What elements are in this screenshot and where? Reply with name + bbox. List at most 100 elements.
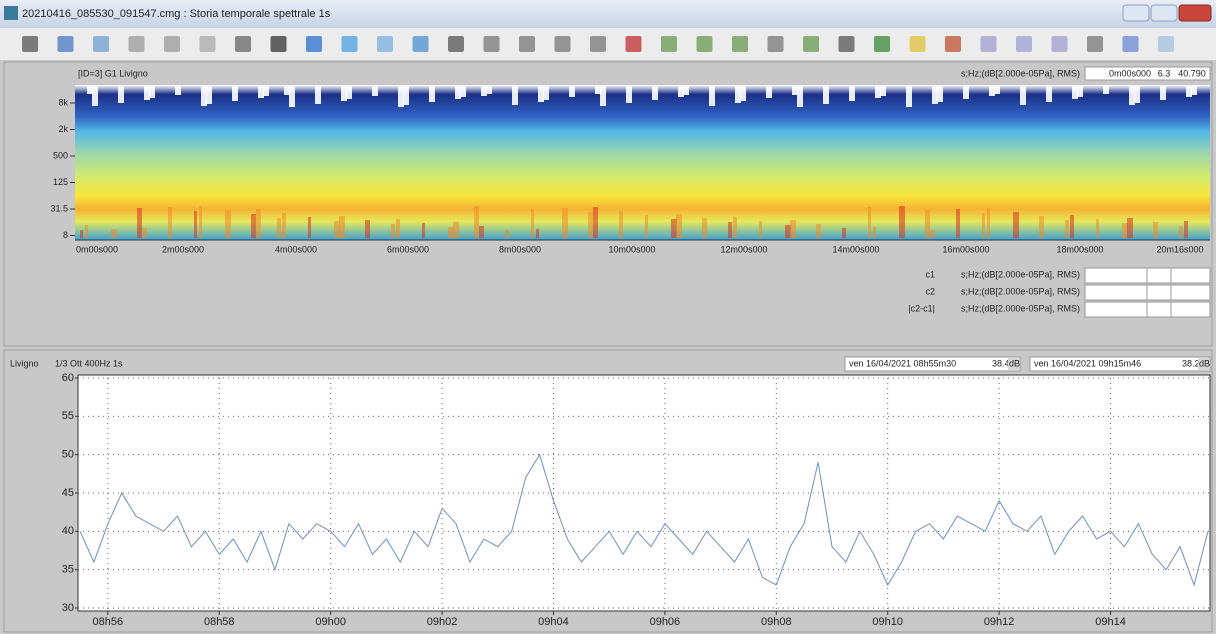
x-tick-label: 09h14	[1095, 616, 1126, 628]
toolbar-button[interactable]	[164, 36, 180, 52]
spectrogram-streak	[588, 212, 593, 238]
toolbar-button[interactable]	[803, 36, 819, 52]
spectrogram-streak	[168, 207, 172, 238]
spectrogram-streak	[1184, 221, 1188, 238]
toolbar-button[interactable]	[1016, 36, 1032, 52]
data-line	[79, 453, 1209, 587]
toolbar-button[interactable]	[1158, 36, 1174, 52]
readout-unit-bg	[1198, 358, 1209, 370]
spectrogram-streak	[925, 210, 930, 238]
maximize-button[interactable]	[1150, 4, 1178, 22]
spectrogram-streak	[80, 230, 83, 238]
toolbar-button[interactable]	[341, 36, 358, 52]
toolbar-button[interactable]	[1051, 36, 1068, 52]
toolbar-button[interactable]	[696, 36, 713, 52]
spectrogram-streak	[989, 86, 995, 96]
spectrogram-streak	[994, 86, 1000, 94]
toolbar-button[interactable]	[448, 36, 464, 52]
toolbar-button[interactable]	[57, 36, 74, 52]
cursor-name: c1	[925, 269, 935, 279]
spectrogram-streak	[339, 216, 345, 238]
toolbar-button[interactable]	[874, 36, 890, 52]
toolbar-button[interactable]	[412, 36, 429, 52]
toolbar-button[interactable]	[767, 36, 784, 52]
cursor-cell	[1146, 301, 1172, 318]
toolbar-button[interactable]	[980, 36, 997, 52]
toolbar-button[interactable]	[377, 36, 393, 52]
spectrogram-streak	[593, 207, 598, 238]
y-tick-label: 500	[53, 150, 68, 160]
cursor-cell	[1146, 267, 1172, 284]
spectrogram-streak	[403, 86, 409, 105]
spectrogram-streak	[1046, 86, 1052, 102]
toolbar-button[interactable]	[199, 36, 216, 52]
spectrogram-streak	[144, 86, 150, 100]
spectrogram-streak	[1129, 86, 1135, 105]
cursor-cell	[1084, 284, 1148, 301]
toolbar-button[interactable]	[519, 36, 535, 52]
toolbar-button[interactable]	[128, 36, 145, 52]
toolbar-button[interactable]	[625, 36, 642, 52]
toolbar-button[interactable]	[1122, 36, 1139, 52]
spectrogram-streak	[963, 86, 969, 99]
toolbar-button[interactable]	[270, 36, 287, 52]
spectrogram-streak	[536, 229, 539, 238]
spectrogram-streak	[683, 86, 689, 95]
spectrogram-streak	[849, 86, 855, 101]
spectrogram-streak	[619, 211, 623, 238]
toolbar-button[interactable]	[483, 36, 500, 52]
readout-time: ven 16/04/2021 08h55m30	[849, 358, 956, 368]
close-button[interactable]	[1178, 4, 1212, 22]
spectrogram-streak	[282, 213, 286, 238]
minimize-button[interactable]	[1122, 4, 1150, 22]
chart-subtitle: 1/3 Ott 400Hz 1s	[55, 358, 123, 368]
toolbar-button[interactable]	[1087, 36, 1103, 52]
spectrogram-streak	[365, 220, 370, 238]
spectrogram-streak	[873, 227, 876, 238]
spectrogram-streak	[702, 218, 707, 238]
readout-frequency: 6.3	[1158, 68, 1171, 78]
spectrogram-streak	[142, 228, 147, 238]
x-tick-label: 16m00s000	[942, 244, 989, 254]
spectrogram-streak	[277, 218, 281, 238]
spectrogram-streak	[232, 86, 238, 101]
readout-level: 40.790	[1178, 68, 1206, 78]
toolbar-button[interactable]	[306, 36, 322, 52]
toolbar-button[interactable]	[909, 36, 926, 52]
spectrogram-streak	[595, 86, 601, 94]
spectrogram-streak	[816, 224, 821, 238]
y-tick-label: 8k	[58, 97, 68, 107]
spectrogram-streak	[626, 86, 632, 103]
spectrogram-streak	[1160, 86, 1166, 100]
spectrogram-streak	[448, 227, 454, 238]
spectrogram-streak	[398, 86, 404, 107]
spectrogram-streak	[85, 225, 88, 238]
toolbar-button[interactable]	[732, 36, 748, 52]
spectrogram-streak	[1122, 223, 1128, 238]
spectrogram-streak	[396, 219, 400, 238]
x-tick-label: 09h02	[427, 616, 458, 628]
toolbar-button[interactable]	[945, 36, 961, 52]
toolbar-button[interactable]	[22, 36, 38, 52]
spectrogram-streak	[868, 207, 871, 238]
spectrogram-streak	[87, 86, 93, 94]
spectrogram-streak	[600, 86, 606, 106]
toolbar-button[interactable]	[93, 36, 109, 52]
x-tick-label: 09h06	[650, 616, 681, 628]
spectrogram-streak	[315, 86, 321, 104]
spectrogram-streak	[1186, 86, 1192, 97]
x-tick-label: 8m00s000	[499, 244, 541, 254]
toolbar-button[interactable]	[838, 36, 855, 52]
toolbar-button[interactable]	[661, 36, 677, 52]
cursor-units: s;Hz;(dB[2.000e-05Pa], RMS)	[961, 269, 1080, 279]
spectrogram-streak	[1127, 218, 1133, 238]
toolbar-button[interactable]	[554, 36, 571, 52]
spectrogram-streak	[346, 86, 352, 99]
toolbar-button[interactable]	[235, 36, 251, 52]
spectrogram-streak	[512, 86, 518, 105]
y-tick-label: 60	[62, 372, 74, 384]
cursor-units: s;Hz;(dB[2.000e-05Pa], RMS)	[961, 303, 1080, 313]
x-tick-label: 0m00s000	[76, 244, 118, 254]
toolbar-button[interactable]	[590, 36, 606, 52]
toolbar	[0, 28, 1216, 60]
